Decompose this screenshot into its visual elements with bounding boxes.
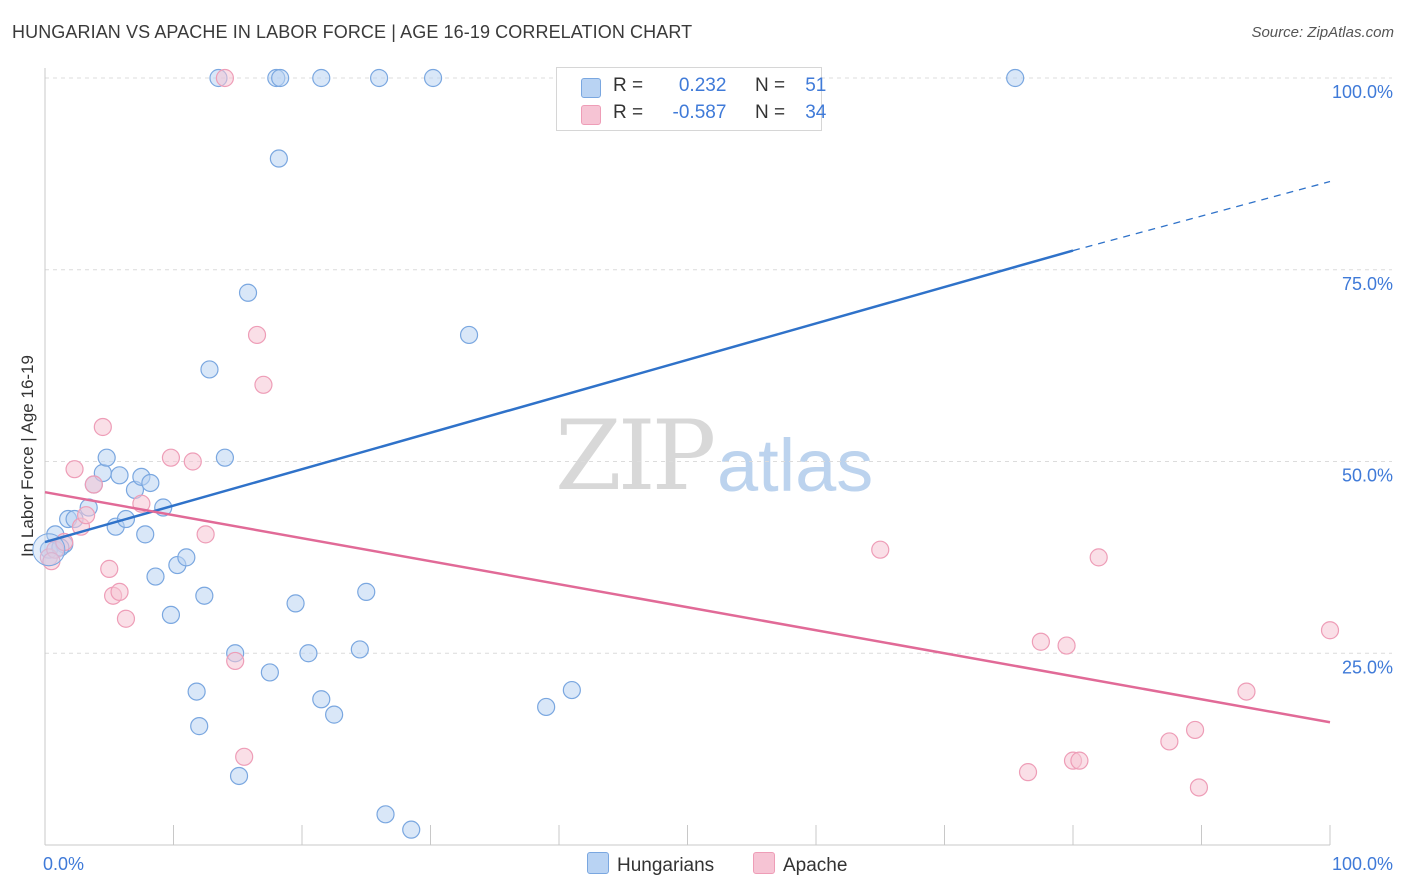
point-apache-19 [247,325,267,345]
legend-hungarians: Hungarians [587,852,714,877]
stats-legend: R = 0.232 N = 51 R = -0.587 N = 34 [556,67,826,131]
point-hungarians-36 [350,640,369,659]
point-hungarians-31 [269,149,288,168]
point-apache-23 [1031,632,1050,651]
r-label: R = [613,75,644,96]
hungarians-legend-swatch [587,852,609,874]
point-hungarians-32 [286,594,305,613]
x-tick-label-max: 100.0% [1332,854,1393,874]
point-hungarians-15 [136,525,155,544]
n-value-apache: 34 [805,102,827,123]
point-apache-28 [1160,732,1179,751]
trendline-hungarians [44,249,1074,544]
point-hungarians-16 [141,473,160,493]
point-hungarians-41 [537,697,556,717]
point-apache-20 [254,375,273,394]
n-value-hungarians: 51 [805,75,827,96]
point-hungarians-24 [195,586,214,605]
point-hungarians-19 [161,605,181,625]
point-hungarians-11 [110,466,129,485]
point-apache-3 [65,460,84,479]
point-hungarians-29 [238,283,258,302]
point-hungarians-34 [312,690,331,709]
point-hungarians-22 [187,682,206,701]
point-cluster-hungarians [32,533,66,567]
source-credit: Source: ZipAtlas.com [1251,24,1394,41]
point-hungarians-50 [1006,68,1025,88]
point-hungarians-45 [271,68,290,88]
legend-apache-label: Apache [783,855,848,876]
point-hungarians-35 [325,705,344,724]
point-hungarians-17 [146,567,165,586]
point-apache-29 [1185,720,1205,740]
point-apache-27 [1089,548,1108,567]
n-label: N = [754,102,786,123]
point-hungarians-40 [459,325,479,345]
r-value-apache: -0.587 [672,102,727,123]
chart-title: HUNGARIAN VS APACHE IN LABOR FORCE | AGE… [12,22,693,42]
trendline-hungarians-extrapolated [1072,180,1331,252]
legend-hungarians-label: Hungarians [617,855,715,876]
watermark-zip: ZIP [555,400,716,512]
point-hungarians-37 [357,582,376,601]
n-label: N = [754,75,786,96]
point-apache-30 [1189,778,1209,797]
apache-swatch [581,105,601,125]
y-tick-label-50: 50.0% [1342,466,1393,486]
point-hungarians-23 [190,717,209,736]
point-hungarians-28 [229,766,249,786]
point-apache-32 [1320,621,1340,640]
point-apache-13 [161,448,181,467]
legend-apache: Apache [753,852,847,877]
point-apache-15 [196,525,215,544]
watermark-atlas: atlas [717,424,874,507]
point-apache-11 [116,609,136,628]
point-apache-10 [110,582,129,601]
x-tick-label-min: 0.0% [43,854,84,874]
trendline-apache [44,490,1331,724]
point-hungarians-46 [312,68,331,88]
point-apache-14 [183,452,202,471]
point-apache-17 [226,651,245,671]
point-hungarians-26 [215,448,234,467]
point-hungarians-21 [177,548,196,567]
y-tick-label-25: 25.0% [1342,657,1393,677]
point-hungarians-9 [97,448,116,467]
point-hungarians-42 [562,680,581,700]
point-apache-21 [871,540,890,559]
point-hungarians-39 [402,820,421,839]
point-apache-22 [1018,763,1038,782]
point-hungarians-48 [423,68,443,88]
y-tick-label-100: 100.0% [1332,82,1393,102]
point-apache-24 [1057,636,1076,655]
apache-legend-swatch [753,852,775,874]
hungarians-swatch [581,78,601,98]
point-hungarians-33 [299,644,318,663]
point-apache-5 [77,506,96,525]
point-apache-6 [84,475,103,494]
point-apache-7 [93,417,112,437]
point-hungarians-30 [260,663,279,682]
point-hungarians-38 [376,805,395,824]
point-apache-31 [1237,682,1256,701]
r-label: R = [613,102,644,123]
point-apache-18 [235,747,254,766]
point-apache-26 [1070,751,1089,770]
r-value-hungarians: 0.232 [678,75,727,96]
point-apache-8 [100,559,119,578]
point-hungarians-47 [370,68,389,88]
y-tick-label-75: 75.0% [1342,274,1393,294]
point-apache-16 [215,68,234,88]
point-hungarians-25 [200,360,219,379]
